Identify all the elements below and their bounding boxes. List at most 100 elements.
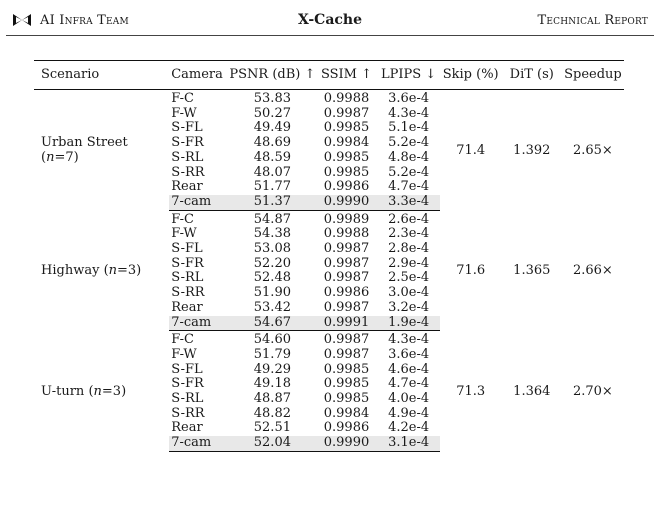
table-body: Urban Street (n=7) F-C 53.83 0.9988 3.6e-4 71… (34, 90, 624, 452)
table-row: 7-cam 54.67 0.9991 1.9e-4 (34, 315, 624, 332)
lpips-cell: 4.3e-4 (388, 105, 430, 121)
psnr-cell: 48.69 (253, 135, 291, 151)
lpips-cell: 2.6e-4 (388, 211, 430, 227)
camera-cell: S-FL (171, 361, 203, 377)
camera-cell: 7-cam (169, 435, 230, 452)
lpips-cell: 4.9e-4 (388, 405, 430, 421)
lpips-cell: 5.1e-4 (388, 120, 430, 136)
psnr-cell: 53.83 (253, 91, 291, 106)
table-row: S-FL 49.29 0.9985 4.6e-4 (34, 361, 624, 378)
camera-cell: Rear (171, 299, 203, 315)
psnr-cell: 51.37 (229, 194, 316, 211)
scenario-sample-count: (n=3) (103, 263, 142, 279)
header-rule (6, 35, 654, 36)
ssim-cell: 0.9987 (323, 105, 370, 121)
col-header-dit: DiT (s) (501, 60, 562, 90)
camera-cell: F-C (171, 332, 194, 348)
table-row: S-FL 53.08 0.9987 2.8e-4 (34, 241, 624, 257)
table-row: U-turn (n=3) F-C 54.60 0.9987 4.3e-4 71.3 1.36… (34, 331, 624, 398)
camera-cell: F-W (171, 346, 197, 362)
table-row: 7-cam 52.04 0.9990 3.1e-4 (34, 435, 624, 452)
camera-cell: F-C (171, 91, 194, 106)
table-row: S-FR 52.20 0.9987 2.9e-4 (34, 255, 624, 272)
camera-cell: Rear (171, 420, 203, 436)
ssim-cell: 0.9987 (323, 332, 370, 348)
ssim-cell: 0.9991 (315, 315, 378, 332)
camera-cell: S-RR (171, 285, 205, 301)
ssim-cell: 0.9987 (323, 241, 370, 257)
psnr-cell: 49.29 (253, 361, 291, 377)
table-row: S-RL 48.59 0.9985 4.8e-4 (34, 149, 624, 166)
ssim-cell: 0.9985 (323, 376, 370, 392)
skip-cell: 71.6 (456, 263, 486, 279)
camera-cell: S-FR (171, 255, 204, 271)
lpips-cell: 2.9e-4 (388, 255, 430, 271)
ssim-cell: 0.9987 (323, 346, 370, 362)
psnr-cell: 54.38 (253, 226, 291, 242)
table-row: Highway (n=3) F-C 54.87 0.9989 2.6e-4 71.6 1.3… (34, 210, 624, 278)
ssim-cell: 0.9986 (323, 285, 370, 301)
camera-cell: S-RL (171, 391, 204, 407)
lpips-cell: 2.5e-4 (388, 270, 430, 286)
camera-cell: S-RR (171, 164, 205, 180)
psnr-cell: 49.49 (253, 120, 291, 136)
psnr-cell: 51.79 (253, 346, 291, 362)
ssim-cell: 0.9988 (323, 226, 370, 242)
ssim-cell: 0.9989 (323, 211, 370, 227)
psnr-cell: 53.42 (253, 299, 291, 315)
psnr-cell: 53.08 (253, 241, 291, 257)
skip-cell: 71.4 (456, 142, 486, 158)
lpips-cell: 2.8e-4 (388, 241, 430, 257)
scenario-sample-count: (n=3) (88, 383, 127, 399)
lpips-cell: 2.3e-4 (388, 226, 430, 242)
speedup-cell: 2.70× (572, 383, 613, 399)
table-row: Rear 53.42 0.9987 3.2e-4 (34, 299, 624, 316)
col-header-lpips: LPIPS ↓ (377, 60, 440, 90)
ssim-cell: 0.9984 (323, 135, 370, 151)
table-row: S-RR 48.07 0.9985 5.2e-4 (34, 164, 624, 181)
camera-cell: 7-cam (169, 194, 230, 211)
camera-cell: 7-cam (169, 315, 230, 332)
table-row: S-RL 48.87 0.9985 4.0e-4 (34, 391, 624, 407)
psnr-cell: 52.04 (229, 435, 316, 452)
col-header-camera: Camera (169, 60, 230, 90)
lpips-cell: 3.6e-4 (388, 91, 430, 106)
camera-cell: Rear (171, 179, 203, 195)
team-label-group: AI Infra Team (12, 13, 129, 28)
ssim-cell: 0.9985 (323, 149, 370, 165)
psnr-cell: 51.90 (253, 285, 291, 301)
dit-cell: 1.365 (513, 263, 551, 279)
camera-cell: S-FL (171, 120, 203, 136)
lpips-cell: 4.8e-4 (388, 149, 430, 165)
table-row: S-RR 48.82 0.9984 4.9e-4 (34, 405, 624, 422)
psnr-cell: 48.87 (253, 391, 291, 407)
psnr-cell: 51.77 (253, 179, 291, 195)
camera-cell: F-W (171, 226, 197, 242)
lpips-cell: 5.2e-4 (388, 135, 430, 151)
lpips-cell: 3.1e-4 (377, 435, 440, 452)
col-header-skip: Skip (%) (439, 60, 502, 90)
ssim-cell: 0.9985 (323, 164, 370, 180)
col-header-ssim: SSIM ↑ (315, 60, 378, 90)
ssim-cell: 0.9984 (323, 405, 370, 421)
table-row: F-W 54.38 0.9988 2.3e-4 (34, 227, 624, 242)
ssim-cell: 0.9988 (323, 91, 370, 106)
psnr-cell: 54.60 (253, 332, 291, 348)
psnr-cell: 50.27 (253, 105, 291, 121)
lpips-cell: 1.9e-4 (377, 315, 440, 332)
ssim-cell: 0.9987 (323, 270, 370, 286)
skip-cell: 71.3 (456, 383, 486, 399)
camera-cell: S-RR (171, 405, 205, 421)
ssim-cell: 0.9990 (315, 194, 378, 211)
dit-cell: 1.364 (513, 383, 551, 399)
lpips-cell: 4.0e-4 (388, 391, 430, 407)
psnr-cell: 49.18 (253, 376, 291, 392)
camera-cell: S-FR (171, 135, 204, 151)
lpips-cell: 3.3e-4 (377, 194, 440, 211)
ssim-cell: 0.9987 (323, 255, 370, 271)
ssim-cell: 0.9986 (323, 179, 370, 195)
lpips-cell: 4.2e-4 (388, 420, 430, 436)
table-row: S-FR 48.69 0.9984 5.2e-4 (34, 135, 624, 151)
col-header-speedup: Speedup (561, 60, 624, 90)
psnr-cell: 54.87 (253, 211, 291, 227)
